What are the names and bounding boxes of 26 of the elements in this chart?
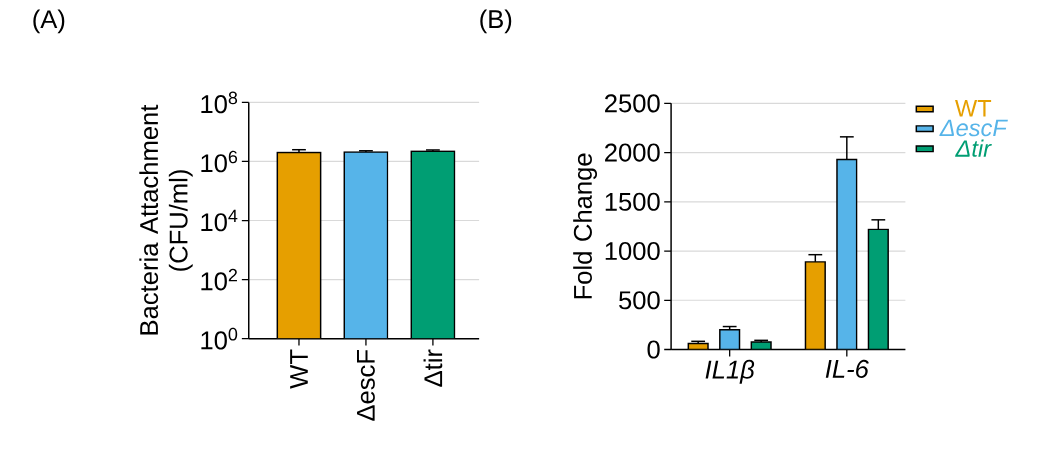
y-tick-label: 10$^{2}$ [201, 268, 237, 291]
y-tick-label: 2000 [605, 143, 660, 162]
y-tick-label: 500 [619, 291, 660, 310]
y-tick-label: 1000 [605, 242, 660, 261]
y-tick-label: 10$^{0}$ [201, 327, 238, 350]
legend-label: ΔescF [939, 119, 1008, 137]
y-tick-label: 10$^{4}$ [201, 209, 238, 232]
y-tick-label: 2500 [605, 94, 660, 113]
y-tick-label: 1500 [605, 192, 660, 211]
y-tick-label: 10$^{8}$ [201, 91, 238, 114]
y-axis-title: Bacteria Attachment (CFU/ml) [139, 104, 193, 335]
legend-label: Δtir [955, 139, 992, 157]
legend-label: WT [955, 100, 992, 117]
chart-title: (A) [33, 9, 65, 34]
y-tick-label: 0 [647, 340, 660, 359]
y-axis-title: Fold Change [573, 153, 598, 299]
y-tick-label: 10$^{6}$ [201, 150, 238, 173]
chart-title: (B) [480, 9, 512, 34]
x-tick-label: IL-6 [825, 359, 869, 379]
x-tick-label: IL1β [705, 359, 755, 384]
bar [867, 228, 889, 350]
x-tick-label: WT [290, 349, 308, 389]
bar [804, 261, 826, 350]
x-tick-label: Δtir [423, 349, 443, 387]
x-tick-label: ΔescF [357, 350, 375, 421]
bar [836, 158, 858, 350]
